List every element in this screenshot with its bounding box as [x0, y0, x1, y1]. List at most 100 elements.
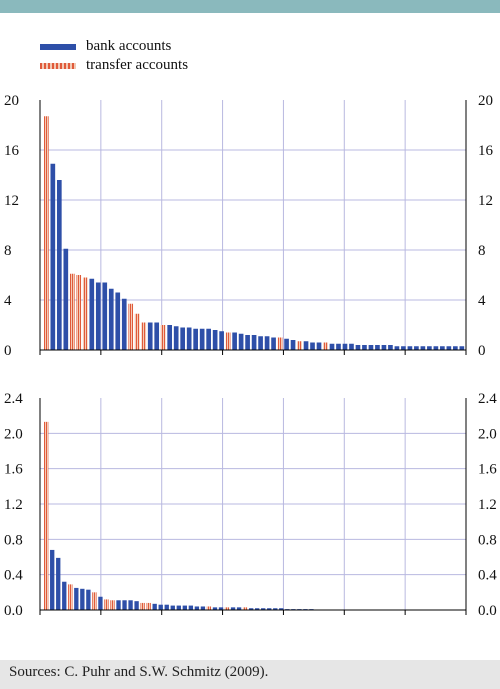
bar-transfer	[242, 607, 248, 610]
bar-bank	[446, 346, 452, 350]
bar-bank	[375, 345, 380, 350]
bar-bank	[238, 333, 244, 350]
bar-transfer	[68, 584, 73, 610]
bar-bank	[152, 603, 157, 610]
bar-transfer	[277, 337, 283, 350]
bar-bank	[433, 346, 439, 350]
bar-bank	[245, 335, 250, 350]
bar-bank	[414, 346, 419, 350]
bar-bank	[232, 332, 237, 350]
bar-bank	[342, 343, 348, 350]
y-tick-label-left: 8	[4, 243, 12, 259]
bar-bank	[98, 596, 103, 610]
bar-bank	[95, 282, 101, 350]
bar-bank	[164, 604, 169, 610]
bar-bank	[267, 608, 272, 610]
bar-transfer	[82, 277, 88, 350]
bar-bank	[273, 608, 278, 610]
y-tick-label-right: 0.4	[478, 568, 497, 584]
bar-bank	[264, 336, 270, 350]
bar-bank	[193, 328, 198, 350]
y-tick-label-left: 2.0	[4, 426, 23, 442]
bar-bank	[258, 336, 263, 350]
bar-transfer	[76, 275, 82, 350]
bar-bank	[368, 345, 374, 350]
bar-bank	[180, 327, 186, 350]
footer-band	[0, 660, 500, 689]
y-tick-label-right: 16	[478, 143, 494, 159]
bar-bank	[355, 345, 361, 350]
y-tick-label-right: 4	[478, 293, 486, 309]
charts-svg: 0 0 4 4 8 8 12 12 16 16 20 20 0.0 0.0 0.4 0.4 0.8 0.8 1.2…	[4, 93, 497, 619]
bar-bank	[212, 607, 218, 610]
lower-chart: 0.0 0.0 0.4 0.4 0.8 0.8 1.2 1.2 1.6 1.6 2.0 2.0 2.4 2…	[4, 391, 497, 619]
header-band	[0, 0, 500, 13]
bar-bank	[394, 346, 400, 350]
y-tick-label-left: 0.0	[4, 603, 23, 619]
y-tick-label-left: 1.2	[4, 497, 23, 513]
bar-transfer	[44, 116, 49, 350]
y-tick-label-left: 12	[4, 193, 19, 209]
bar-bank	[303, 341, 309, 350]
bar-transfer	[134, 313, 140, 350]
bar-bank	[50, 163, 56, 350]
bar-transfer	[323, 342, 328, 350]
y-tick-label-right: 0	[478, 343, 486, 359]
bar-transfer	[110, 600, 115, 610]
bar-bank	[261, 608, 266, 610]
y-tick-label-right: 2.4	[478, 391, 497, 407]
bar-bank	[80, 588, 85, 610]
bar-bank	[440, 346, 445, 350]
bar-bank	[251, 335, 257, 350]
bar-bank	[128, 600, 133, 610]
legend-item-transfer: transfer accounts	[40, 56, 188, 74]
y-tick-label-left: 1.6	[4, 462, 23, 478]
bar-transfer	[224, 607, 230, 610]
bar-bank	[122, 600, 127, 610]
y-tick-label-left: 0	[4, 343, 12, 359]
bar-bank	[200, 606, 206, 610]
bar-bank	[62, 581, 67, 610]
y-tick-label-left: 20	[4, 93, 19, 109]
bank-swatch	[40, 43, 76, 50]
legend-label-bank: bank accounts	[86, 38, 172, 54]
bar-bank	[401, 346, 406, 350]
bar-bank	[86, 589, 91, 610]
y-tick-label-left: 0.8	[4, 532, 23, 548]
bar-bank	[147, 322, 153, 350]
bar-bank	[176, 605, 181, 610]
bar-bank	[310, 342, 315, 350]
y-tick-label-right: 1.6	[478, 462, 497, 478]
upper-chart: 0 0 4 4 8 8 12 12 16 16 20 20	[4, 93, 494, 359]
y-tick-label-left: 2.4	[4, 391, 23, 407]
bar-bank	[219, 331, 224, 350]
bar-transfer	[206, 606, 212, 610]
bar-bank	[50, 549, 55, 610]
bar-bank	[388, 345, 393, 350]
bar-bank	[271, 337, 276, 350]
y-tick-label-left: 4	[4, 293, 12, 309]
bar-bank	[173, 326, 179, 350]
bar-bank	[212, 330, 218, 350]
bar-bank	[248, 608, 254, 610]
bar-bank	[420, 346, 426, 350]
bar-bank	[279, 608, 284, 610]
bar-bank	[236, 607, 242, 610]
bar-bank	[121, 298, 127, 350]
bar-bank	[453, 346, 458, 350]
bar-transfer	[69, 273, 75, 350]
bar-bank	[154, 322, 160, 350]
bar-bank	[316, 342, 322, 350]
bar-bank	[407, 346, 413, 350]
legend-label-transfer: transfer accounts	[86, 57, 189, 73]
bar-bank	[349, 343, 354, 350]
bar-transfer	[225, 332, 231, 350]
bar-bank	[188, 605, 194, 610]
bar-bank	[134, 601, 139, 610]
bar-transfer	[140, 602, 145, 610]
bar-bank	[108, 288, 114, 350]
y-tick-label-left: 0.4	[4, 568, 23, 584]
y-tick-label-right: 2.0	[478, 426, 497, 442]
bar-transfer	[297, 341, 302, 350]
